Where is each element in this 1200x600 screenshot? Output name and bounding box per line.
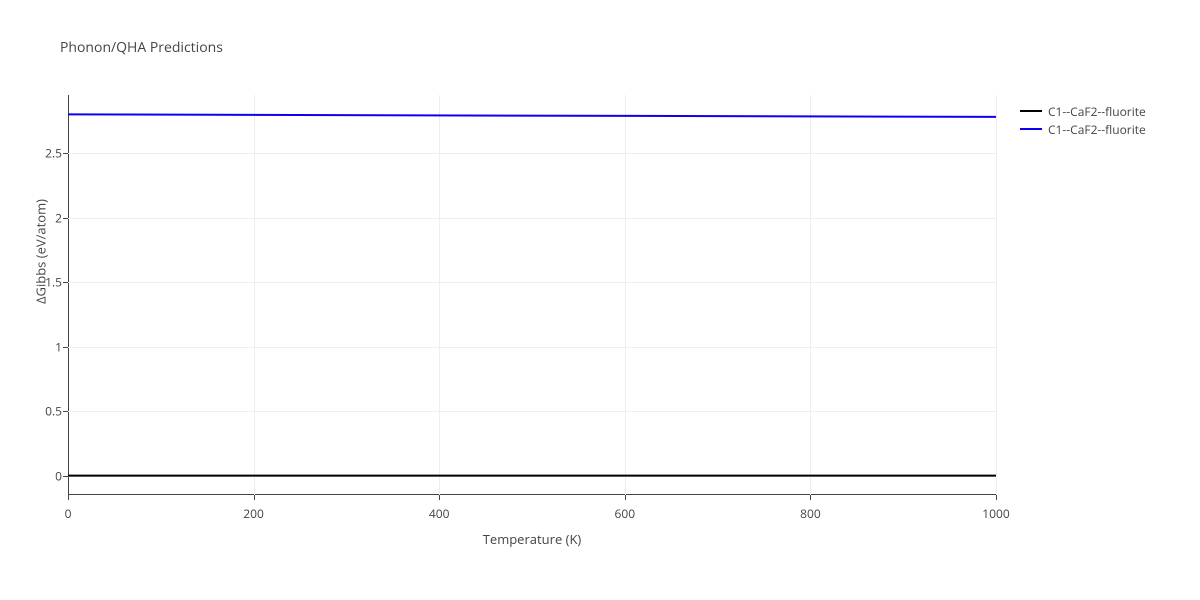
y-tick-label: 2 <box>12 209 62 226</box>
x-tick <box>996 495 997 500</box>
x-axis-label: Temperature (K) <box>68 530 996 548</box>
x-tick-label: 800 <box>800 505 821 522</box>
legend-swatch <box>1020 110 1042 112</box>
legend-item[interactable]: C1--CaF2--fluorite <box>1020 103 1146 119</box>
x-tick-label: 0 <box>65 505 72 522</box>
gridline-vertical <box>996 95 997 495</box>
series-line-1[interactable] <box>68 114 996 117</box>
x-tick <box>625 495 626 500</box>
x-tick <box>254 495 255 500</box>
x-tick-label: 400 <box>429 505 450 522</box>
series-svg <box>68 95 996 495</box>
legend: C1--CaF2--fluoriteC1--CaF2--fluorite <box>1020 103 1146 139</box>
x-tick <box>439 495 440 500</box>
legend-label: C1--CaF2--fluorite <box>1048 103 1146 120</box>
x-tick-label: 600 <box>615 505 636 522</box>
chart-container: Phonon/QHA Predictions ΔGibbs (eV/atom) … <box>0 0 1200 600</box>
y-tick-label: 2.5 <box>12 145 62 162</box>
legend-item[interactable]: C1--CaF2--fluorite <box>1020 121 1146 137</box>
chart-title: Phonon/QHA Predictions <box>60 38 223 57</box>
x-tick <box>68 495 69 500</box>
y-tick-label: 0 <box>12 467 62 484</box>
x-tick-label: 1000 <box>982 505 1009 522</box>
x-tick <box>810 495 811 500</box>
y-tick-label: 1.5 <box>12 274 62 291</box>
x-tick-label: 200 <box>243 505 264 522</box>
y-tick-label: 1 <box>12 338 62 355</box>
plot-area[interactable] <box>68 95 996 495</box>
legend-label: C1--CaF2--fluorite <box>1048 121 1146 138</box>
y-tick-label: 0.5 <box>12 403 62 420</box>
legend-swatch <box>1020 128 1042 130</box>
